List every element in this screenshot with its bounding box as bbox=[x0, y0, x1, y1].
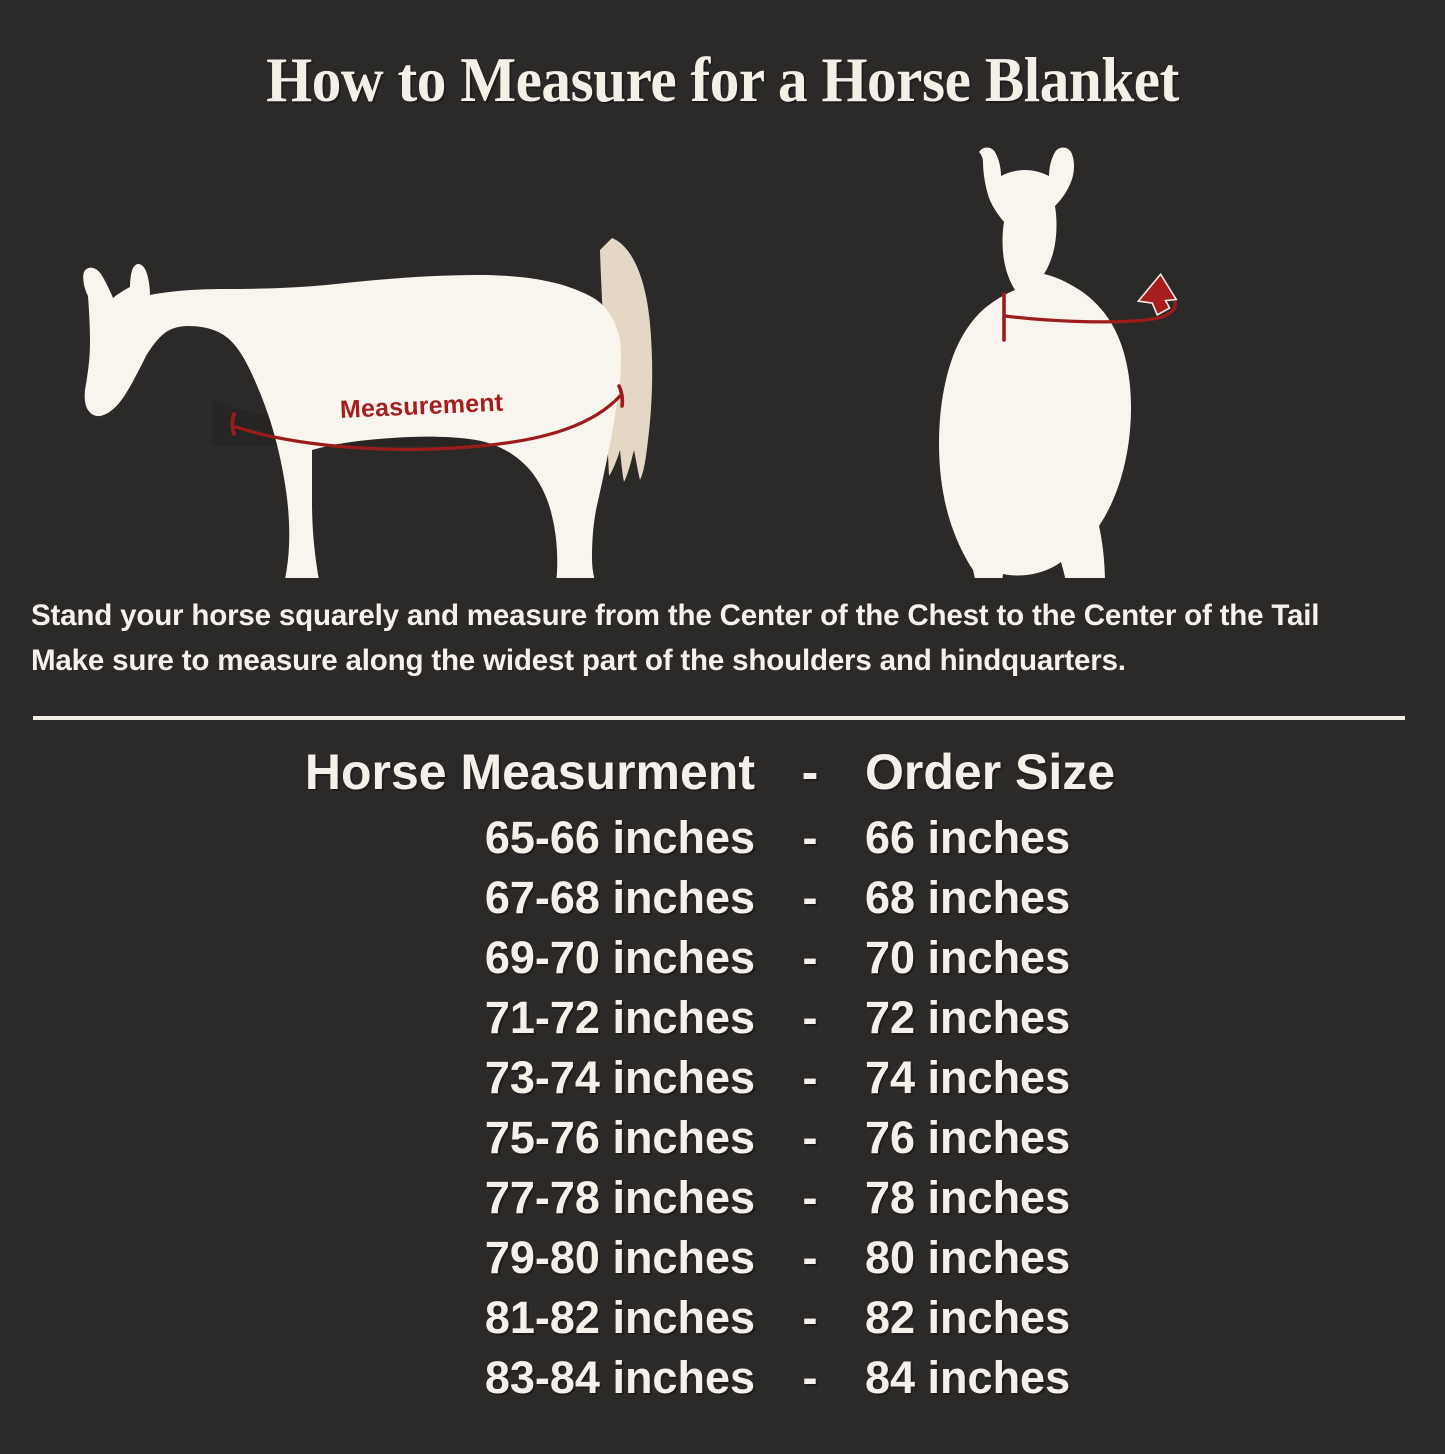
table-row: 73-74 inches - 74 inches bbox=[0, 1048, 1445, 1108]
column-header-measurement: Horse Measurment bbox=[304, 744, 755, 800]
cell-dash: - bbox=[802, 1172, 818, 1223]
cell-dash: - bbox=[802, 872, 818, 923]
cell-order-size: 76 inches bbox=[865, 1112, 1071, 1163]
table-header-row: Horse Measurment - Order Size bbox=[0, 736, 1445, 808]
instruction-line-1: Stand your horse squarely and measure fr… bbox=[31, 599, 1320, 632]
cell-measurement: 81-82 inches bbox=[484, 1292, 755, 1343]
cell-dash: - bbox=[802, 1052, 818, 1103]
cell-order-size: 70 inches bbox=[865, 932, 1071, 983]
cell-dash: - bbox=[802, 1232, 818, 1283]
cell-dash: - bbox=[802, 1292, 818, 1343]
cell-measurement: 71-72 inches bbox=[484, 992, 755, 1043]
column-header-order-size: Order Size bbox=[865, 744, 1116, 800]
table-row: 67-68 inches - 68 inches bbox=[0, 868, 1445, 928]
rear-view-horse bbox=[939, 147, 1178, 578]
table-row: 79-80 inches - 80 inches bbox=[0, 1228, 1445, 1288]
cell-measurement: 79-80 inches bbox=[484, 1232, 755, 1283]
page-title: How to Measure for a Horse Blanket bbox=[266, 45, 1179, 115]
cell-order-size: 68 inches bbox=[865, 872, 1071, 923]
cell-order-size: 78 inches bbox=[865, 1172, 1071, 1223]
cell-measurement: 83-84 inches bbox=[484, 1352, 755, 1403]
cell-order-size: 72 inches bbox=[865, 992, 1071, 1043]
cell-dash: - bbox=[802, 1352, 818, 1403]
table-row: 77-78 inches - 78 inches bbox=[0, 1168, 1445, 1228]
cell-measurement: 77-78 inches bbox=[484, 1172, 755, 1223]
instruction-line-2: Make sure to measure along the widest pa… bbox=[31, 644, 1126, 677]
cell-measurement: 75-76 inches bbox=[484, 1112, 755, 1163]
size-chart-table: Horse Measurment - Order Size 65-66 inch… bbox=[0, 736, 1445, 1408]
column-header-dash: - bbox=[801, 744, 819, 800]
illustration-band: Measurement bbox=[0, 128, 1445, 578]
cell-order-size: 82 inches bbox=[865, 1292, 1071, 1343]
cell-measurement: 65-66 inches bbox=[484, 812, 755, 863]
instructions-text: Stand your horse squarely and measure fr… bbox=[31, 593, 1400, 683]
cell-order-size: 66 inches bbox=[865, 812, 1071, 863]
cell-dash: - bbox=[802, 992, 818, 1043]
cell-dash: - bbox=[802, 812, 818, 863]
cell-measurement: 69-70 inches bbox=[484, 932, 755, 983]
cell-measurement: 67-68 inches bbox=[484, 872, 755, 923]
table-row: 71-72 inches - 72 inches bbox=[0, 988, 1445, 1048]
table-row: 65-66 inches - 66 inches bbox=[0, 808, 1445, 868]
table-row: 75-76 inches - 76 inches bbox=[0, 1108, 1445, 1168]
side-view-horse bbox=[83, 238, 653, 578]
cell-measurement: 73-74 inches bbox=[484, 1052, 755, 1103]
cell-dash: - bbox=[802, 1112, 818, 1163]
cell-order-size: 84 inches bbox=[865, 1352, 1071, 1403]
table-row: 83-84 inches - 84 inches bbox=[0, 1348, 1445, 1408]
cell-order-size: 74 inches bbox=[865, 1052, 1071, 1103]
table-row: 69-70 inches - 70 inches bbox=[0, 928, 1445, 988]
cell-order-size: 80 inches bbox=[865, 1232, 1071, 1283]
cell-dash: - bbox=[802, 932, 818, 983]
table-row: 81-82 inches - 82 inches bbox=[0, 1288, 1445, 1348]
section-divider bbox=[33, 716, 1405, 720]
